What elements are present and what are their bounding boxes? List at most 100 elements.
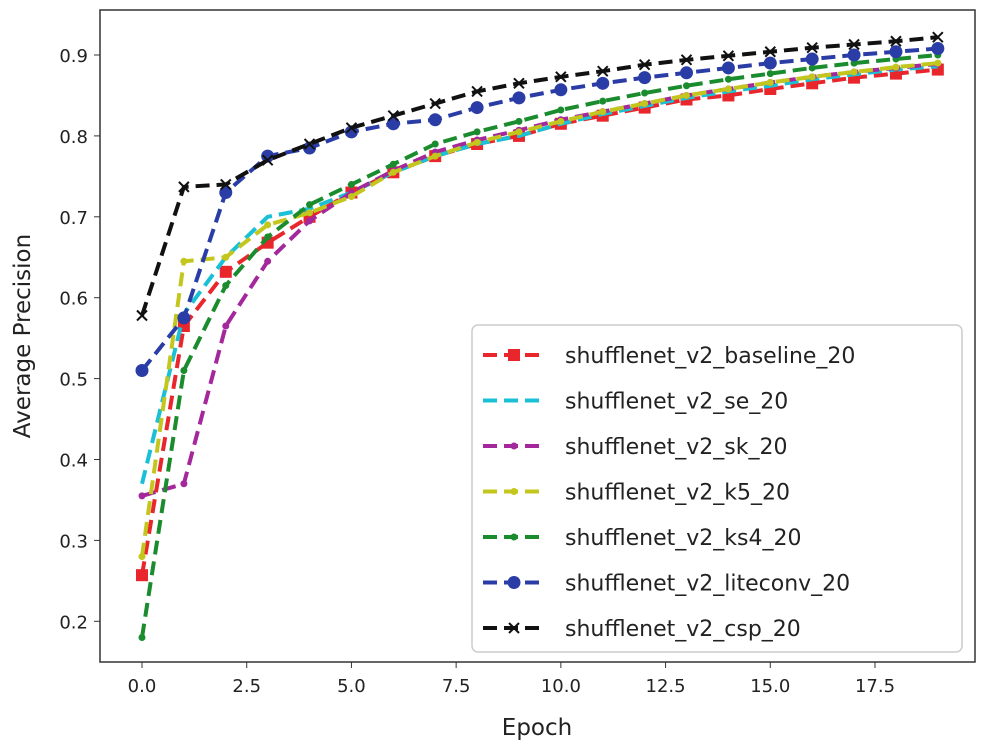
series-line [140, 67, 939, 576]
data-point [512, 91, 526, 105]
data-point [724, 85, 732, 93]
data-point [596, 76, 610, 90]
legend-label: shufflenet_v2_sk_20 [565, 435, 787, 460]
series-shufflenet_v2_ks4_20 [138, 51, 942, 641]
legend-marker [510, 488, 518, 495]
y-tick-label: 0.2 [59, 612, 88, 633]
x-tick-label: 15.0 [750, 676, 790, 697]
data-point [721, 61, 735, 75]
data-point [261, 154, 274, 166]
series-line [140, 64, 938, 485]
legend-marker [508, 349, 520, 361]
data-point [429, 97, 441, 110]
data-point [808, 73, 816, 81]
y-axis-label: Average Precision [10, 234, 36, 438]
data-point [683, 91, 691, 99]
legend-item: shufflenet_v2_liteconv_20 [483, 572, 850, 597]
data-point [515, 117, 523, 125]
data-point [805, 52, 819, 66]
legend-label: shufflenet_v2_ks4_20 [565, 526, 801, 551]
data-point [386, 117, 400, 131]
series-shufflenet_v2_k5_20 [138, 59, 942, 561]
data-point [389, 160, 397, 168]
data-point [261, 149, 275, 163]
data-point [683, 82, 691, 90]
data-point [138, 633, 146, 641]
data-point [766, 79, 774, 87]
data-point [345, 122, 358, 134]
x-tick-label: 12.5 [646, 676, 686, 697]
legend-item: shufflenet_v2_ks4_20 [483, 526, 801, 551]
data-point [347, 180, 355, 188]
data-point [306, 217, 314, 225]
data-point [220, 178, 232, 191]
data-point [138, 553, 146, 561]
legend-label: shufflenet_v2_csp_20 [565, 617, 801, 642]
data-point [473, 128, 481, 136]
x-tick-label: 10.0 [541, 676, 581, 697]
data-point [303, 138, 316, 150]
data-point [264, 233, 272, 241]
data-point [222, 322, 230, 330]
data-point [680, 54, 693, 66]
legend-label: shufflenet_v2_liteconv_20 [565, 572, 850, 597]
series-shufflenet_v2_liteconv_20 [135, 42, 945, 378]
data-point [306, 209, 314, 217]
x-tick-label: 5.0 [337, 676, 366, 697]
data-point [931, 42, 945, 56]
data-point [808, 64, 816, 72]
data-point [724, 75, 732, 83]
data-point [471, 85, 483, 98]
data-point [638, 71, 652, 85]
data-point [847, 48, 861, 62]
data-point [766, 70, 774, 78]
data-point [470, 101, 484, 115]
data-point [555, 71, 567, 83]
data-point [892, 63, 900, 71]
data-point [264, 257, 272, 265]
legend-item: shufflenet_v2_k5_20 [483, 481, 790, 506]
data-point [850, 68, 858, 76]
y-tick-label: 0.3 [59, 531, 88, 552]
legend-marker [508, 622, 520, 634]
data-point [219, 265, 232, 278]
series-line [140, 53, 939, 638]
x-axis-label: Epoch [502, 715, 572, 741]
data-point [138, 492, 146, 500]
y-tick-label: 0.4 [59, 451, 88, 472]
x-tick-label: 17.5 [855, 676, 895, 697]
data-point [135, 364, 149, 378]
series-line [140, 61, 939, 557]
data-point [136, 309, 148, 322]
data-point [387, 109, 400, 122]
legend-marker [507, 576, 521, 589]
data-point [597, 65, 609, 77]
data-point [638, 59, 651, 71]
plot-frame [99, 9, 976, 663]
data-point [557, 117, 565, 125]
data-point [180, 480, 188, 488]
data-point [222, 282, 230, 290]
data-point [180, 367, 188, 375]
x-tick-label: 2.5 [232, 676, 261, 697]
data-point [850, 59, 858, 67]
data-point [177, 311, 191, 325]
data-point [890, 35, 902, 47]
legend: shufflenet_v2_baseline_20 shufflenet_v2_s… [471, 324, 963, 653]
data-point [931, 63, 944, 76]
data-point [722, 50, 735, 62]
data-point [932, 31, 944, 43]
data-point [428, 113, 442, 127]
data-point [763, 56, 777, 70]
data-point [934, 59, 942, 67]
data-point [222, 253, 230, 261]
legend-item: shufflenet_v2_se_20 [483, 390, 788, 415]
data-point [515, 128, 523, 136]
data-point [641, 100, 649, 108]
legend-label: shufflenet_v2_k5_20 [565, 481, 790, 506]
y-tick-label: 0.6 [59, 289, 88, 310]
data-point [680, 66, 694, 80]
legend-label: shufflenet_v2_baseline_20 [565, 344, 855, 369]
y-tick-label: 0.9 [59, 46, 88, 67]
series-shufflenet_v2_csp_20 [136, 31, 944, 322]
